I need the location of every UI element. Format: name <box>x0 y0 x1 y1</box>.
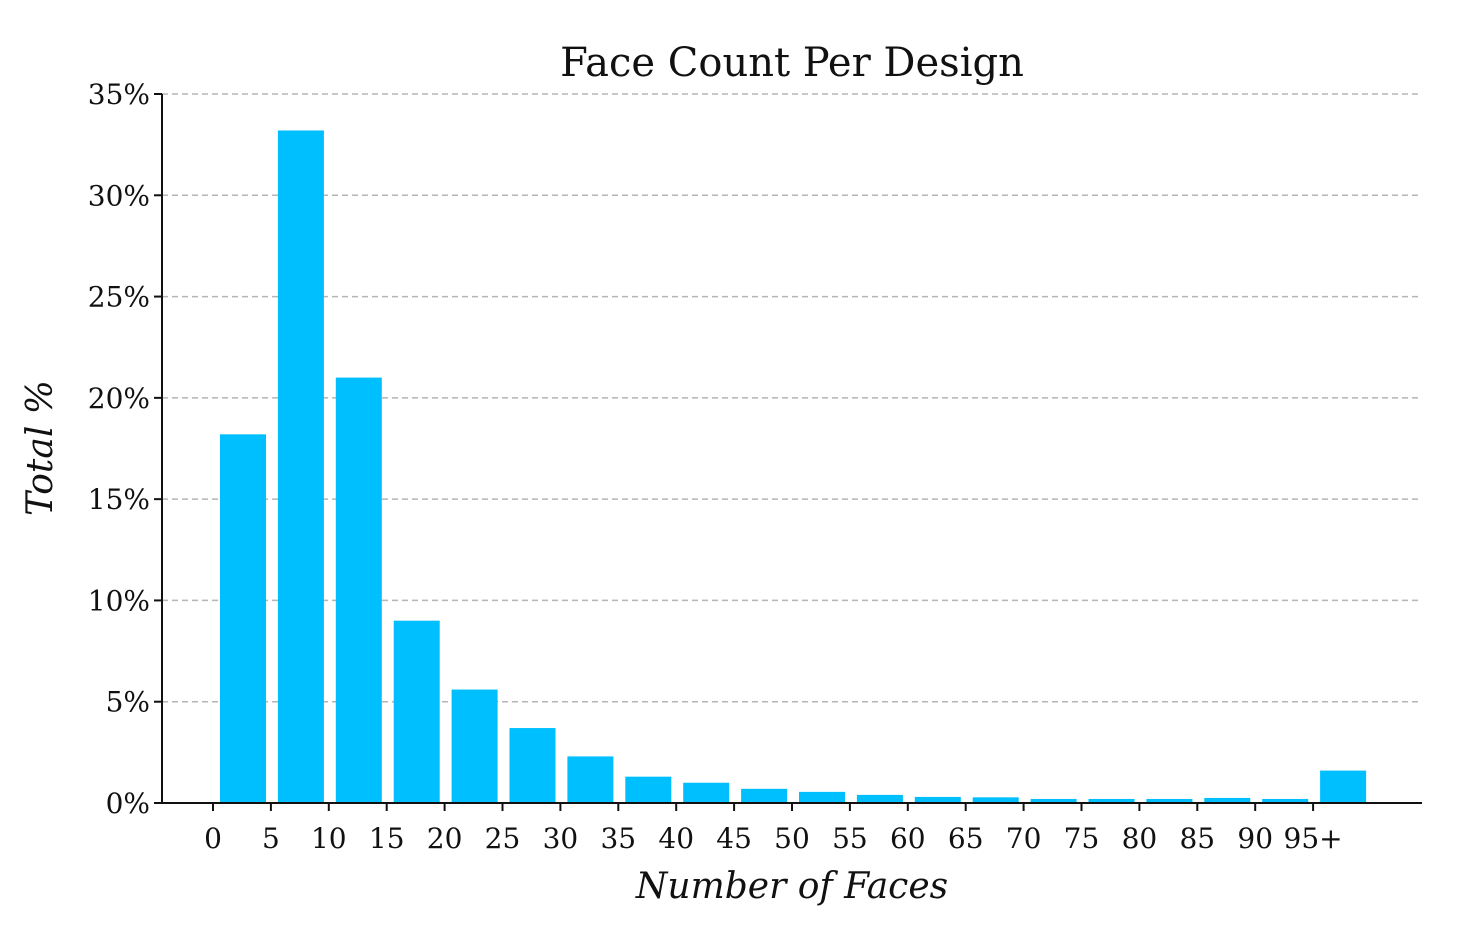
bar <box>220 434 266 803</box>
bars <box>220 130 1367 803</box>
bar <box>856 794 903 803</box>
bar <box>1088 798 1135 803</box>
bar <box>741 788 788 803</box>
y-tick-label: 30% <box>88 179 150 212</box>
bar <box>1030 798 1077 803</box>
bar <box>683 782 730 803</box>
x-ticks: 0 5 10 15 20 25 30 35 40 45 50 55 60 65 70 75 80 85 90 95+ <box>204 803 1343 855</box>
x-tick-label: 5 <box>262 822 280 855</box>
x-tick-label: 35 <box>600 822 636 855</box>
x-tick-label: 25 <box>485 822 521 855</box>
y-tick-label: 0% <box>106 787 150 820</box>
x-tick-label: 75 <box>1064 822 1100 855</box>
bar <box>393 620 440 803</box>
x-tick-label: 70 <box>1006 822 1042 855</box>
chart-title: Face Count Per Design <box>560 40 1024 86</box>
x-tick-label: 10 <box>311 822 347 855</box>
x-tick-label: 30 <box>543 822 579 855</box>
x-tick-label: 85 <box>1179 822 1215 855</box>
x-tick-label: 60 <box>890 822 926 855</box>
x-tick-label: 0 <box>204 822 222 855</box>
x-tick-label: 40 <box>658 822 694 855</box>
bar <box>335 377 382 803</box>
bar <box>451 689 498 803</box>
bar <box>567 756 614 803</box>
bar <box>799 791 845 803</box>
x-tick-label: 95+ <box>1284 822 1343 855</box>
y-ticks: 0% 5% 10% 15% 20% 25% 30% 35% <box>88 78 162 820</box>
bar <box>1146 798 1193 803</box>
x-tick-label: 50 <box>774 822 810 855</box>
y-tick-label: 25% <box>88 281 150 314</box>
y-tick-label: 10% <box>88 584 150 617</box>
bar <box>914 796 961 803</box>
x-tick-label: 20 <box>427 822 463 855</box>
bar <box>509 728 556 803</box>
x-tick-label: 15 <box>369 822 405 855</box>
x-tick-label: 90 <box>1237 822 1273 855</box>
y-tick-label: 5% <box>106 686 150 719</box>
x-tick-label: 80 <box>1122 822 1158 855</box>
bar <box>1320 770 1367 803</box>
bar <box>972 797 1019 803</box>
x-tick-label: 55 <box>832 822 868 855</box>
bar <box>1262 798 1309 803</box>
y-tick-label: 20% <box>88 382 150 415</box>
y-axis-label: Total % <box>20 380 61 516</box>
bar <box>277 130 324 803</box>
bar <box>625 776 672 803</box>
x-axis-label: Number of Faces <box>635 866 948 907</box>
x-tick-label: 65 <box>948 822 984 855</box>
x-tick-label: 45 <box>716 822 752 855</box>
y-tick-label: 15% <box>88 483 150 516</box>
bar <box>1204 797 1251 803</box>
y-tick-label: 35% <box>88 78 150 111</box>
